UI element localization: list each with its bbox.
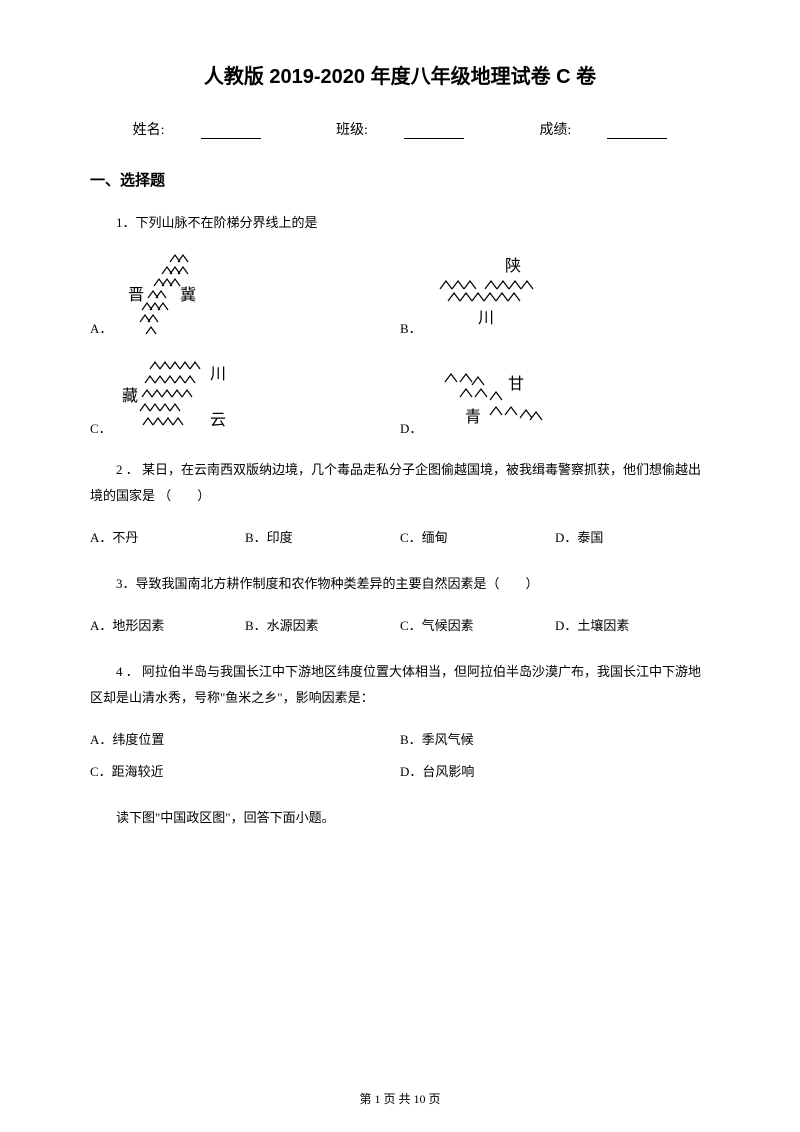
q1-c-label: C．: [90, 418, 112, 437]
q2-b: B．印度: [245, 525, 400, 551]
q2-a: A．不丹: [90, 525, 245, 551]
q3-options: A．地形因素 B．水源因素 C．气候因素 D．土壤因素: [90, 613, 710, 639]
q4-d: D．台风影响: [400, 759, 710, 785]
score-blank: [607, 125, 667, 139]
q1-option-d: D． 甘 青: [400, 367, 710, 437]
section-1-heading: 一、选择题: [90, 169, 710, 190]
q1-d-label: D．: [400, 418, 422, 437]
q4-text: 4 ． 阿拉伯半岛与我国长江中下游地区纬度位置大体相当，但阿拉伯半岛沙漠广布，我…: [90, 659, 710, 711]
q1-c-char-rt: 川: [210, 366, 226, 383]
q1-b-char-top: 陕: [505, 257, 521, 275]
q1-b-diagram: 陕 川: [430, 257, 570, 337]
q1-a-char-left: 晋: [128, 286, 144, 304]
q1-b-label: B．: [400, 318, 422, 337]
q4-options-row2: C．距海较近 D．台风影响: [90, 759, 710, 785]
q3-b: B．水源因素: [245, 613, 400, 639]
q4-c: C．距海较近: [90, 759, 400, 785]
q1-text: 1．下列山脉不在阶梯分界线上的是: [90, 210, 710, 236]
q1-c-char-left: 藏: [122, 387, 138, 405]
q2-d: D．泰国: [555, 525, 710, 551]
q1-a-diagram: 晋 冀: [120, 252, 240, 337]
q3-a: A．地形因素: [90, 613, 245, 639]
student-info-line: 姓名: 班级: 成绩:: [90, 119, 710, 139]
q4-a: A．纬度位置: [90, 727, 400, 753]
q1-a-label: A．: [90, 318, 112, 337]
q2-text: 2 ． 某日，在云南西双版纳边境，几个毒品走私分子企图偷越国境，被我缉毒警察抓获…: [90, 457, 710, 509]
q1-d-diagram: 甘 青: [430, 367, 580, 437]
q1-c-char-rb: 云: [210, 412, 226, 429]
page-title: 人教版 2019-2020 年度八年级地理试卷 C 卷: [90, 60, 710, 89]
q1-a-char-right: 冀: [180, 286, 196, 304]
q1-options-row2: C． 藏 川 云 D． 甘 青: [90, 357, 710, 437]
q1-d-char-right: 甘: [508, 375, 524, 393]
q1-options-row1: A． 晋 冀 B． 陕 川: [90, 252, 710, 337]
class-blank: [404, 125, 464, 139]
q5-intro: 读下图"中国政区图"，回答下面小题。: [90, 805, 710, 831]
name-blank: [201, 125, 261, 139]
q3-c: C．气候因素: [400, 613, 555, 639]
q2-options: A．不丹 B．印度 C．缅甸 D．泰国: [90, 525, 710, 551]
q2-c: C．缅甸: [400, 525, 555, 551]
q1-option-a: A． 晋 冀: [90, 252, 400, 337]
q3-text: 3．导致我国南北方耕作制度和农作物种类差异的主要自然因素是（ ）: [90, 571, 710, 597]
q1-option-c: C． 藏 川 云: [90, 357, 400, 437]
q1-d-char-left: 青: [465, 408, 481, 426]
q1-option-b: B． 陕 川: [400, 257, 710, 337]
name-label: 姓名:: [133, 123, 165, 138]
score-label: 成绩:: [539, 123, 571, 138]
q1-b-char-bottom: 川: [478, 310, 494, 327]
class-label: 班级:: [336, 123, 368, 138]
q3-d: D．土壤因素: [555, 613, 710, 639]
q1-c-diagram: 藏 川 云: [120, 357, 270, 437]
q4-options-row1: A．纬度位置 B．季风气候: [90, 727, 710, 753]
page-footer: 第 1 页 共 10 页: [0, 1090, 800, 1107]
q4-b: B．季风气候: [400, 727, 710, 753]
